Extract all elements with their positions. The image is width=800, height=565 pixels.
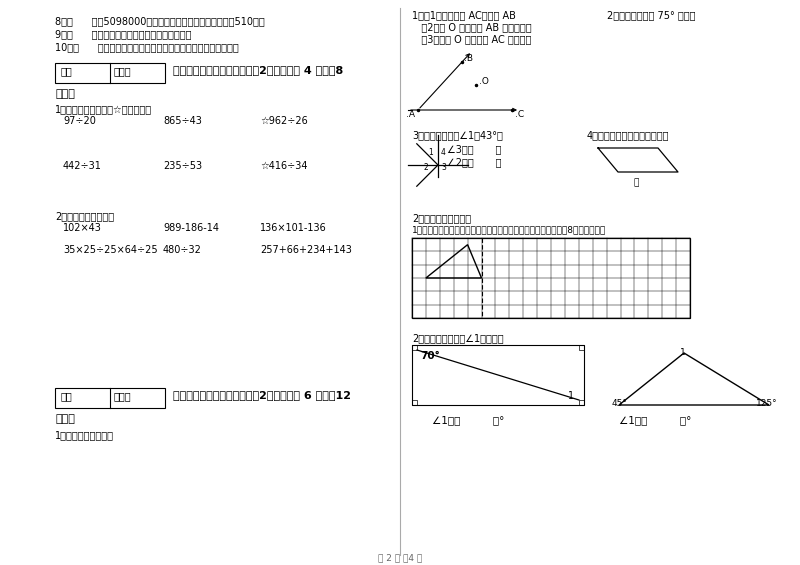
Bar [579, 345, 584, 350]
Text: .C: .C [515, 110, 524, 119]
Text: 1: 1 [680, 348, 686, 357]
Text: 45°: 45° [612, 399, 628, 408]
Text: 2．用量角器画一 75° 的角。: 2．用量角器画一 75° 的角。 [607, 10, 695, 20]
Text: 3: 3 [441, 163, 446, 172]
Bar [55, 388, 165, 408]
Text: .A: .A [406, 110, 415, 119]
Text: ∠3＝（       ）: ∠3＝（ ） [447, 144, 502, 154]
Text: （2）过 O 点画射线 AB 的平行线。: （2）过 O 点画射线 AB 的平行线。 [412, 22, 532, 32]
Text: 1: 1 [428, 148, 433, 157]
Text: 102×43: 102×43 [63, 223, 102, 233]
Text: 四、看清题目，细心计算（共2小题，每题 4 分，共8: 四、看清题目，细心计算（共2小题，每题 4 分，共8 [173, 65, 343, 75]
Text: 2: 2 [423, 163, 428, 172]
Text: ∠2＝（       ）: ∠2＝（ ） [447, 157, 502, 167]
Text: 10．（      ）被除数和除数同时乘或除以一个相同的数，商不变。: 10．（ ）被除数和除数同时乘或除以一个相同的数，商不变。 [55, 42, 238, 52]
Text: 评卷人: 评卷人 [114, 391, 132, 401]
Text: .B: .B [464, 54, 473, 63]
Text: 442÷31: 442÷31 [63, 161, 102, 171]
Bar [55, 63, 165, 83]
Text: 9．（      ）三位数乘两位数的积可能是三位数。: 9．（ ）三位数乘两位数的积可能是三位数。 [55, 29, 191, 39]
Text: 125°: 125° [756, 399, 778, 408]
Text: ∠1＝（          ）°: ∠1＝（ ）° [432, 415, 504, 425]
Text: 2．用简便方法计算。: 2．用简便方法计算。 [55, 211, 114, 221]
Text: 1．画出这个轴对称图形的另一半，再画出这个轴对称图形向右平8格后的图形。: 1．画出这个轴对称图形的另一半，再画出这个轴对称图形向右平8格后的图形。 [412, 225, 606, 234]
Text: 257+66+234+143: 257+66+234+143 [260, 245, 352, 255]
Text: （3）再过 O 点画射线 AC 的垂线。: （3）再过 O 点画射线 AC 的垂线。 [412, 34, 531, 44]
Text: 分）。: 分）。 [55, 414, 75, 424]
Text: 得分: 得分 [61, 391, 73, 401]
Text: 70°: 70° [420, 351, 440, 361]
Text: 97÷20: 97÷20 [63, 116, 96, 126]
Text: .O: .O [479, 77, 489, 86]
Bar [412, 345, 417, 350]
Text: 865÷43: 865÷43 [163, 116, 202, 126]
Text: ☆416÷34: ☆416÷34 [260, 161, 307, 171]
Text: 1: 1 [568, 391, 574, 401]
Text: 第 2 页 共4 页: 第 2 页 共4 页 [378, 553, 422, 562]
Text: 4: 4 [441, 148, 446, 157]
Text: 136×101-136: 136×101-136 [260, 223, 326, 233]
Text: 底: 底 [634, 178, 639, 187]
Text: ☆962÷26: ☆962÷26 [260, 116, 308, 126]
Text: 评卷人: 评卷人 [114, 66, 132, 76]
Bar [412, 400, 417, 405]
Text: 1．（1）画出直线 AC，射线 AB: 1．（1）画出直线 AC，射线 AB [412, 10, 516, 20]
Bar [579, 400, 584, 405]
Text: 1．用竖式计算。（带☆的要验算）: 1．用竖式计算。（带☆的要验算） [55, 104, 152, 114]
Text: 4．画出平行四边形底上的高。: 4．画出平行四边形底上的高。 [587, 130, 670, 140]
Text: 480÷32: 480÷32 [163, 245, 202, 255]
Text: ∠1＝（          ）°: ∠1＝（ ）° [619, 415, 691, 425]
Text: 2．看图写出各图中∠1的度数。: 2．看图写出各图中∠1的度数。 [412, 333, 504, 343]
Text: 235÷53: 235÷53 [163, 161, 202, 171]
Text: 1．画一画，填一填。: 1．画一画，填一填。 [55, 430, 114, 440]
Text: 分）。: 分）。 [55, 89, 75, 99]
Text: 989-186-14: 989-186-14 [163, 223, 219, 233]
Text: 8．（      ）把5098000改写成用「万」作单位的近似数是510万。: 8．（ ）把5098000改写成用「万」作单位的近似数是510万。 [55, 16, 265, 26]
Text: 2．画一画，算一算。: 2．画一画，算一算。 [412, 213, 471, 223]
Text: 35×25÷25×64÷25: 35×25÷25×64÷25 [63, 245, 158, 255]
Text: 得分: 得分 [61, 66, 73, 76]
Text: 3．下图中，已知∠1＝43°，: 3．下图中，已知∠1＝43°， [412, 130, 503, 140]
Bar [412, 238, 690, 318]
Bar [412, 345, 584, 405]
Text: 五、认真思考，综合能力（共2小题，每题 6 分，共12: 五、认真思考，综合能力（共2小题，每题 6 分，共12 [173, 390, 351, 400]
